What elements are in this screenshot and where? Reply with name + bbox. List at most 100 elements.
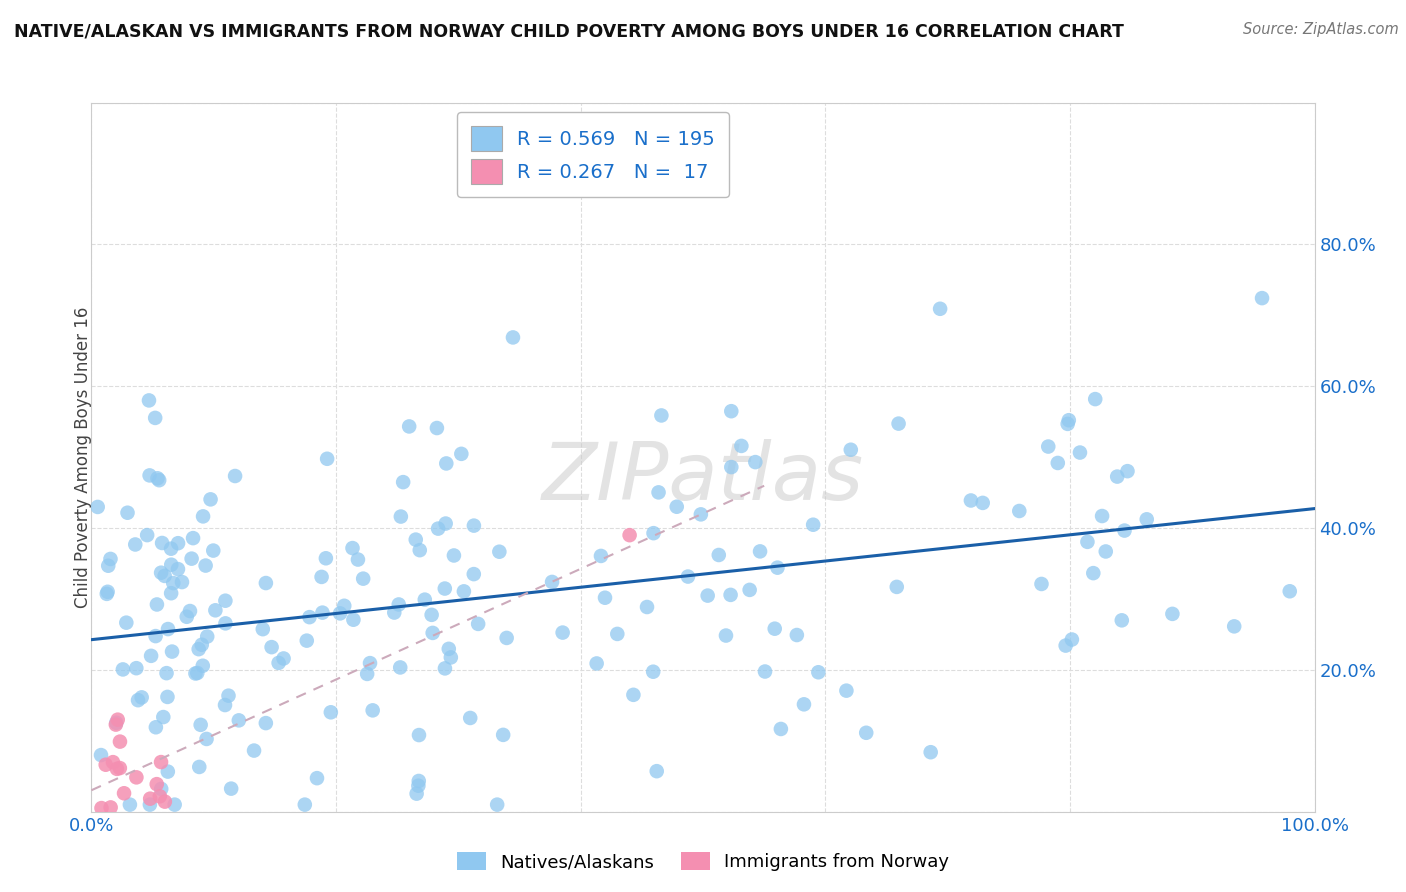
Point [152,710,174,724]
Point [260,640,283,654]
Point [502,330,524,344]
Point [589,549,612,563]
Point [1046,456,1069,470]
Point [167,536,190,550]
Point [392,475,415,489]
Point [170,575,193,590]
Point [409,543,432,558]
Point [146,471,169,485]
Point [180,551,202,566]
Point [100,552,122,566]
Point [495,631,517,645]
Point [389,660,412,674]
Point [593,591,616,605]
Point [434,516,457,531]
Point [643,665,665,679]
Point [191,509,214,524]
Point [202,543,225,558]
Point [148,473,170,487]
Point [163,797,186,812]
Point [105,762,128,776]
Point [886,580,908,594]
Point [96,587,118,601]
Point [219,781,242,796]
Point [1084,392,1107,406]
Point [1091,508,1114,523]
Point [801,517,824,532]
Point [108,761,131,775]
Point [305,771,328,785]
Point [184,666,207,681]
Point [162,576,184,591]
Point [486,797,509,812]
Point [643,526,665,541]
Point [347,552,370,566]
Point [749,544,772,558]
Point [112,786,135,800]
Point [356,667,378,681]
Point [224,469,246,483]
Point [960,493,983,508]
Point [1251,291,1274,305]
Point [143,410,166,425]
Point [676,569,699,583]
Point [754,665,776,679]
Point [118,797,141,812]
Point [405,533,427,547]
Point [551,625,574,640]
Point [195,731,218,746]
Point [186,665,208,680]
Point [650,409,672,423]
Point [195,630,218,644]
Point [115,615,138,630]
Text: NATIVE/ALASKAN VS IMMIGRANTS FROM NORWAY CHILD POVERTY AMONG BOYS UNDER 16 CORRE: NATIVE/ALASKAN VS IMMIGRANTS FROM NORWAY… [14,22,1123,40]
Point [585,657,607,671]
Point [1094,544,1116,558]
Point [730,439,752,453]
Point [267,656,290,670]
Point [1060,632,1083,647]
Point [190,718,212,732]
Point [408,779,430,793]
Point [389,509,412,524]
Point [420,607,443,622]
Point [138,393,160,408]
Point [636,599,658,614]
Point [90,747,112,762]
Point [145,629,167,643]
Point [1054,639,1077,653]
Point [361,703,384,717]
Point [807,665,830,680]
Point [443,549,465,563]
Point [190,638,212,652]
Point [382,606,405,620]
Point [315,551,337,566]
Point [179,604,201,618]
Point [433,582,456,596]
Point [228,714,250,728]
Point [619,528,641,542]
Point [714,628,737,642]
Point [352,572,374,586]
Point [720,588,742,602]
Point [111,662,134,676]
Point [1161,607,1184,621]
Point [333,599,356,613]
Point [311,606,333,620]
Point [720,460,742,475]
Point [160,644,183,658]
Point [254,576,277,591]
Point [160,541,183,556]
Point [929,301,952,316]
Point [136,528,159,542]
Point [342,541,364,555]
Point [342,613,364,627]
Point [1031,577,1053,591]
Point [434,457,457,471]
Point [160,586,183,600]
Point [254,716,277,731]
Point [1114,524,1136,538]
Point [763,622,786,636]
Point [433,661,456,675]
Point [623,688,645,702]
